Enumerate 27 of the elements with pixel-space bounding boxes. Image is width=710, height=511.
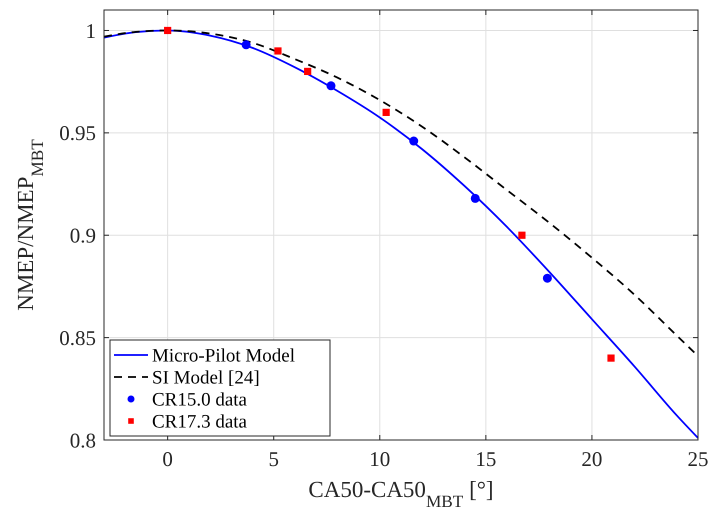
x-tick-label: 20 [581,447,602,471]
point [607,354,615,362]
point [542,274,552,283]
legend-label: CR17.3 data [152,412,248,433]
point [518,232,526,239]
point [274,47,282,55]
x-tick-label: 10 [369,447,390,471]
y-tick-label: 0.9 [70,224,96,248]
x-tick-label: 5 [268,447,279,471]
point [304,68,312,76]
legend-label: CR15.0 data [152,390,248,411]
point [164,26,172,34]
legend-label: Micro-Pilot Model [152,346,296,367]
y-tick-label: 0.8 [70,428,96,452]
x-tick-label: 15 [475,447,496,471]
point [409,136,418,146]
point [326,81,336,90]
y-tick-label: 0.95 [59,121,96,146]
point [470,194,480,203]
x-tick-label: 25 [688,447,708,471]
y-tick-label: 0.85 [59,326,96,350]
point [382,108,390,116]
point [242,40,251,50]
x-axis-title: CA50-CA50$_{MBT}$ [°] [308,477,494,510]
y-tick-label: 1 [86,18,96,43]
legend-label: SI Model [24] [152,368,260,389]
x-tick-label: 0 [162,447,173,471]
